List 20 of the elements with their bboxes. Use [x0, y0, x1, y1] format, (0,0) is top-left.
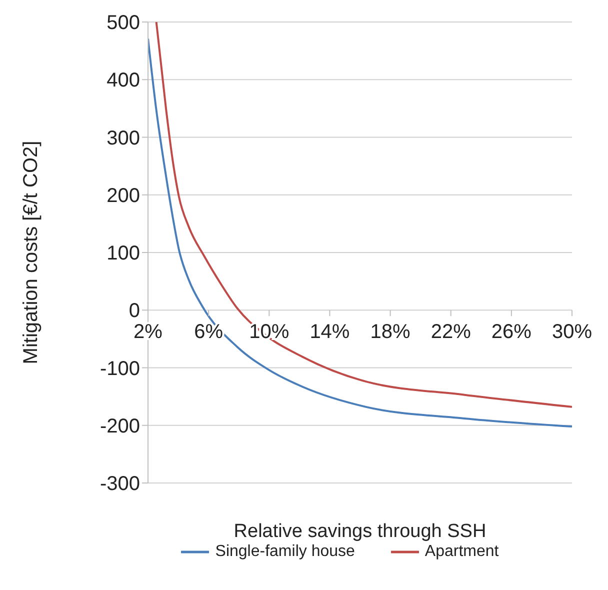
- x-tick-label: 18%: [370, 321, 411, 344]
- y-tick-label: 100: [106, 242, 140, 265]
- y-tick-label: -100: [100, 358, 140, 380]
- y-tick-label: 0: [128, 300, 140, 322]
- x-tick-label: 14%: [310, 321, 350, 344]
- x-tick-label: 26%: [491, 321, 532, 344]
- legend-label: Apartment: [424, 543, 499, 561]
- x-tick-label: 30%: [552, 321, 592, 344]
- legend-label: Single-family house: [215, 543, 355, 561]
- y-tick-label: -200: [100, 415, 140, 438]
- x-axis-title: Relative savings through SSH: [234, 521, 486, 542]
- y-tick-label: -300: [100, 473, 140, 496]
- x-tick-label: 2%: [134, 321, 163, 344]
- y-axis-title: Mitigation costs [€/t CO2]: [20, 140, 42, 364]
- x-tick-label: 22%: [430, 321, 472, 344]
- y-tick-label: 500: [106, 12, 140, 34]
- x-tick-label: 6%: [194, 321, 224, 344]
- y-tick-label: 300: [106, 127, 140, 150]
- y-tick-label: 400: [106, 70, 140, 92]
- y-tick-label: 200: [106, 184, 140, 207]
